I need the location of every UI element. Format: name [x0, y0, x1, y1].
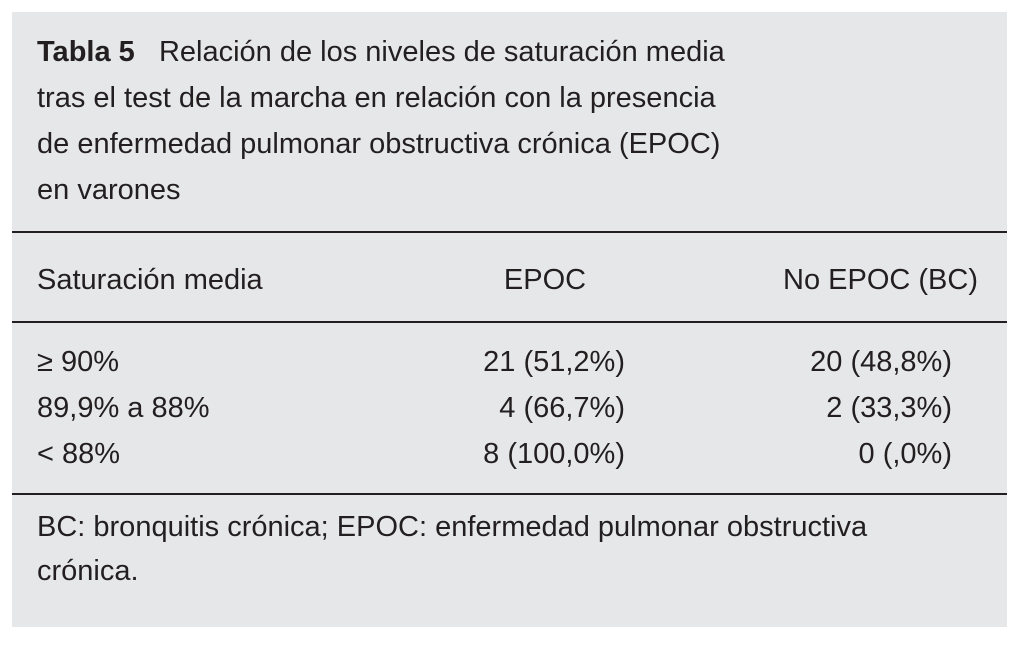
table-cell: 4 (66,7%): [499, 392, 625, 424]
table-cell: 0 (,0%): [858, 438, 952, 470]
header-cell: Saturación media: [37, 264, 263, 296]
rule: [12, 231, 1007, 233]
table-label: Tabla 5: [37, 36, 135, 68]
header-cell: EPOC: [503, 264, 587, 296]
table-cell: < 88%: [37, 438, 121, 470]
title-line: tras el test de la marcha en relación co…: [37, 82, 716, 114]
title-line: en varones: [37, 174, 181, 206]
table-cell: 89,9% a 88%: [37, 392, 210, 424]
rule: [12, 493, 1007, 495]
table-cell: 21 (51,2%): [483, 346, 625, 378]
title-line: Tabla 5 Relación de los niveles de satur…: [37, 35, 725, 69]
table-cell: 2 (33,3%): [826, 392, 952, 424]
table-panel: [12, 12, 1007, 627]
footnote-line: BC: bronquitis crónica; EPOC: enfermedad…: [37, 511, 868, 543]
footnote-line: crónica.: [37, 555, 139, 587]
header-cell: No EPOC (BC): [783, 264, 978, 296]
table-cell: 8 (100,0%): [483, 438, 625, 470]
rule: [12, 321, 1007, 323]
title-text: Relación de los niveles de saturación me…: [158, 36, 725, 68]
title-line: de enfermedad pulmonar obstructiva cróni…: [37, 128, 721, 160]
table-cell: 20 (48,8%): [810, 346, 952, 378]
table-cell: ≥ 90%: [37, 346, 120, 378]
